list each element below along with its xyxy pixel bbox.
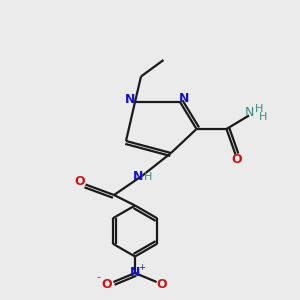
Text: O: O [157,278,167,292]
Text: O: O [75,175,86,188]
Text: -: - [96,272,100,283]
Text: N: N [130,266,140,280]
Text: H: H [259,112,268,122]
Text: H: H [144,172,153,182]
Text: N: N [124,93,135,106]
Text: N: N [178,92,189,105]
Text: O: O [101,278,112,292]
Text: N: N [244,106,254,119]
Text: O: O [232,152,242,166]
Text: N: N [133,169,143,183]
Text: +: + [138,263,145,272]
Text: H: H [254,104,263,114]
